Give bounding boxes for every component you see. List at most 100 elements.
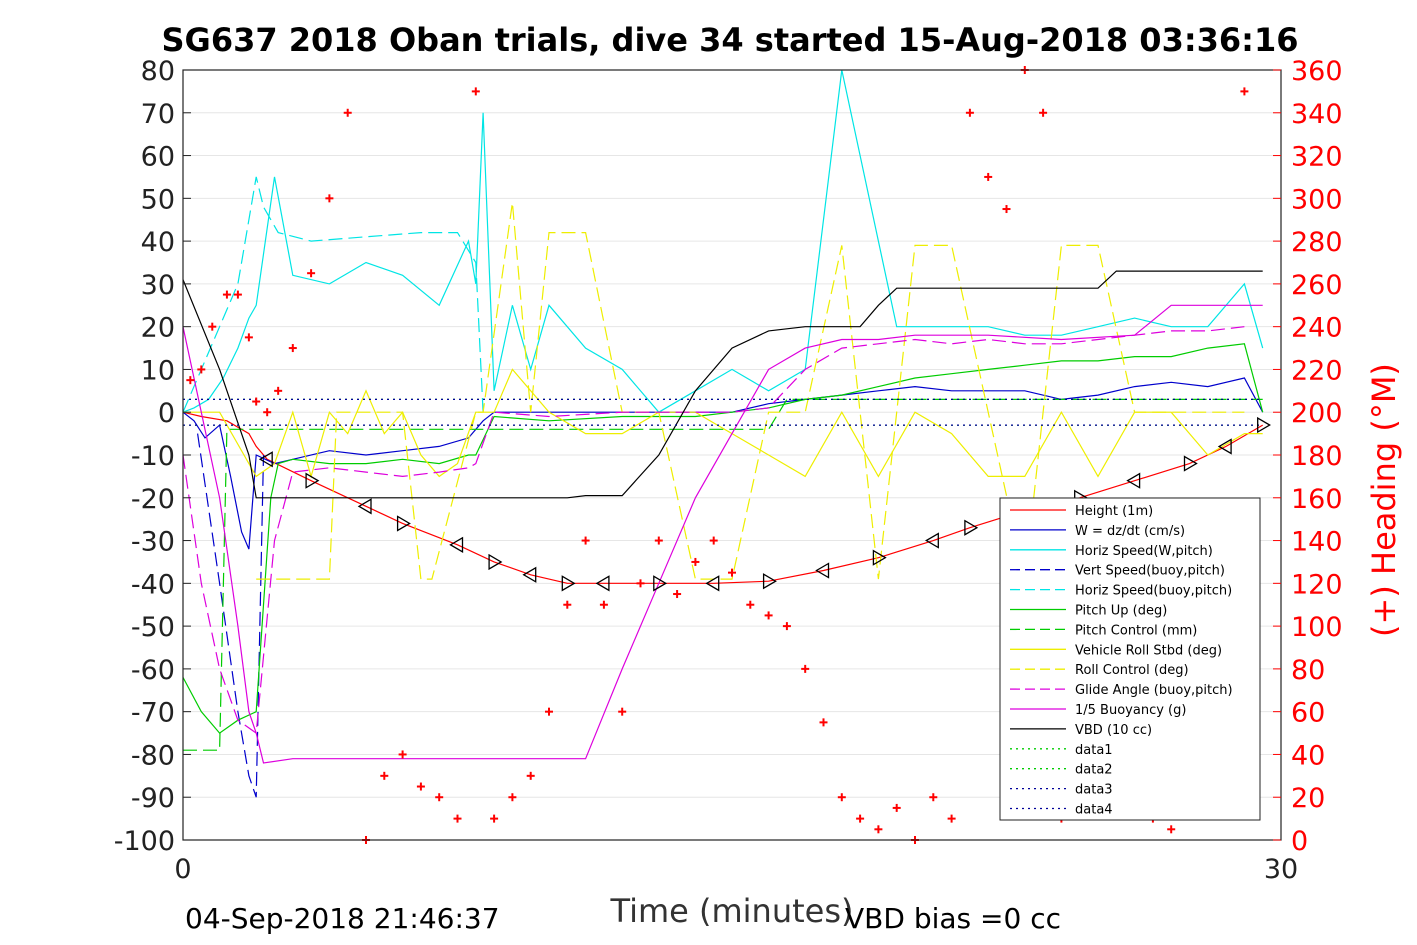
triangle-marker-9 [449, 536, 464, 553]
right-axis-label: (+) Heading (°M) [1365, 363, 1403, 637]
right-tick-label-11: 140 [1291, 527, 1343, 558]
series-line-4 [182, 176, 484, 413]
footer-vbd-bias: VBD bias =0 cc [845, 902, 1061, 935]
series-line-11 [182, 270, 1263, 499]
triangle-marker-11 [522, 566, 537, 583]
heading-point-27 [618, 707, 627, 716]
series-line-6 [183, 398, 1263, 751]
triangle-marker-16 [762, 573, 777, 590]
legend-label-3: Vert Speed(buoy,pitch) [1075, 564, 1225, 579]
heading-point-18 [453, 814, 462, 823]
heading-point-50 [1039, 108, 1048, 117]
right-tick-label-13: 100 [1291, 612, 1343, 643]
legend-label-8: Roll Control (deg) [1075, 663, 1189, 678]
heading-point-47 [984, 172, 993, 181]
heading-point-4 [233, 290, 242, 299]
legend-box [999, 497, 1261, 821]
heading-point-41 [874, 825, 883, 834]
right-tick-label-14: 80 [1291, 655, 1325, 686]
legend-label-2: Horiz Speed(W,pitch) [1075, 544, 1213, 559]
right-tick-label-8: 200 [1291, 398, 1343, 429]
series-line-10 [182, 304, 1263, 764]
heading-point-17 [435, 793, 444, 802]
heading-point-48 [1002, 205, 1011, 214]
left-axis-ticks: 80 70 60 50 40 30 20 10 0 -10 -20 -30 -40 -50 -60 -70 -8… [114, 56, 191, 857]
left-tick-label-12: -40 [131, 569, 175, 600]
heading-point-42 [892, 803, 901, 812]
left-tick-label-10: -20 [131, 484, 175, 515]
heading-point-22 [526, 771, 535, 780]
heading-point-37 [801, 664, 810, 673]
heading-point-40 [856, 814, 865, 823]
heading-point-36 [782, 622, 791, 631]
series-line-2 [182, 69, 1264, 413]
right-tick-label-5: 260 [1291, 270, 1343, 301]
right-tick-label-1: 340 [1291, 99, 1343, 130]
heading-point-39 [837, 793, 846, 802]
left-tick-label-0: 80 [141, 56, 175, 87]
triangle-marker-13 [595, 575, 610, 592]
triangle-marker-7 [357, 498, 372, 515]
heading-point-28 [636, 579, 645, 588]
heading-point-11 [325, 194, 334, 203]
heading-point-26 [599, 600, 608, 609]
heading-point-46 [965, 108, 974, 117]
x-tick-label-1: 30 [1264, 854, 1298, 885]
heading-point-9 [288, 344, 297, 353]
right-tick-label-2: 320 [1291, 142, 1343, 173]
x-tick-label-0: 0 [174, 854, 191, 885]
right-tick-label-6: 240 [1291, 313, 1343, 344]
series-line-5 [182, 343, 1264, 734]
left-tick-label-6: 20 [141, 313, 175, 344]
heading-point-32 [709, 536, 718, 545]
footer-timestamp: 04-Sep-2018 21:46:37 [185, 902, 500, 935]
heading-point-21 [508, 793, 517, 802]
legend-label-6: Pitch Control (mm) [1075, 623, 1197, 638]
heading-point-6 [252, 397, 261, 406]
heading-point-29 [654, 536, 663, 545]
triangle-marker-15 [705, 575, 720, 592]
heading-point-7 [263, 408, 272, 417]
triangle-marker-10 [488, 553, 503, 571]
legend-label-4: Horiz Speed(buoy,pitch) [1075, 584, 1232, 599]
legend-label-15: data4 [1075, 803, 1113, 818]
triangle-marker-26 [1257, 416, 1271, 434]
triangle-marker-25 [1217, 438, 1232, 455]
heading-point-14 [380, 771, 389, 780]
right-tick-label-7: 220 [1291, 355, 1343, 386]
legend-label-7: Vehicle Roll Stbd (deg) [1075, 643, 1222, 658]
heading-point-35 [764, 611, 773, 620]
heading-point-57 [1167, 825, 1176, 834]
legend-label-5: Pitch Up (deg) [1075, 604, 1167, 619]
triangle-marker-19 [925, 532, 939, 549]
legend-label-12: data1 [1075, 743, 1113, 758]
heading-point-2 [208, 322, 217, 331]
triangle-marker-17 [815, 562, 830, 579]
legend-label-13: data2 [1075, 763, 1113, 778]
x-axis-ticks: 0 30 [174, 832, 1298, 885]
triangle-marker-5 [258, 451, 273, 468]
left-tick-label-14: -60 [131, 655, 175, 686]
triangle-marker-23 [1126, 472, 1141, 489]
heading-point-23 [545, 707, 553, 716]
right-tick-label-9: 180 [1291, 441, 1343, 472]
series-line-1 [182, 377, 1264, 550]
heading-point-31 [691, 557, 700, 566]
triangle-marker-8 [396, 515, 411, 532]
legend-label-14: data3 [1075, 783, 1113, 798]
x-axis-label: Time (minutes) [610, 892, 854, 930]
left-tick-label-18: -100 [114, 826, 175, 857]
right-tick-label-15: 60 [1291, 698, 1325, 729]
legend-label-11: VBD (10 cc) [1075, 723, 1152, 738]
left-tick-label-13: -50 [131, 612, 175, 643]
triangle-marker-18 [872, 549, 887, 566]
right-tick-label-18: 0 [1291, 826, 1308, 857]
heading-point-34 [746, 600, 755, 609]
heading-point-16 [416, 782, 425, 791]
series-line-7 [183, 368, 1263, 479]
triangle-marker-6 [305, 472, 320, 489]
left-tick-label-5: 30 [141, 270, 175, 301]
heading-point-38 [819, 718, 828, 727]
heading-point-8 [274, 386, 283, 395]
